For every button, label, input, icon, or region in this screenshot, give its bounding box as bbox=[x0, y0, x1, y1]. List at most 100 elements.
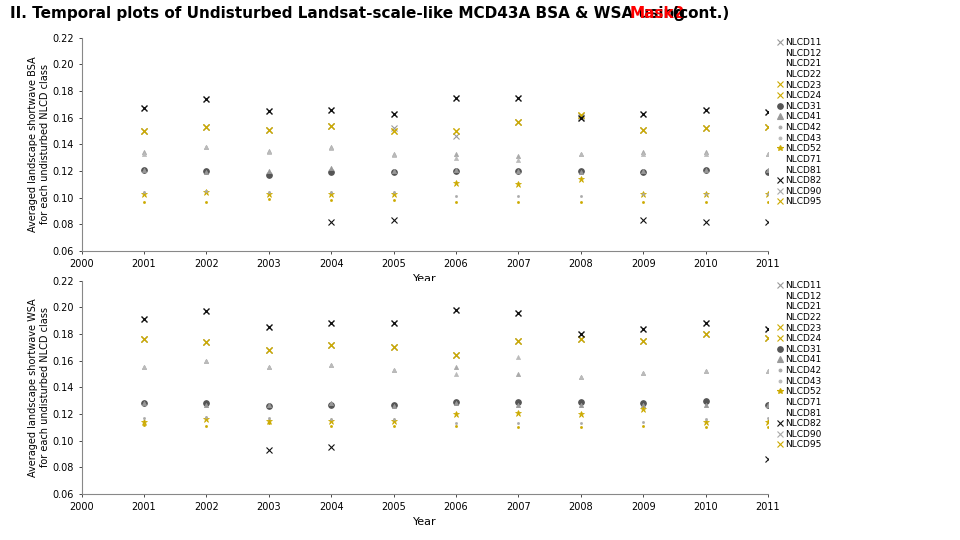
NLCD43 bbox=[575, 374, 587, 380]
X-axis label: Year: Year bbox=[413, 517, 437, 527]
NLCD43 bbox=[138, 364, 150, 370]
NLCD43 bbox=[325, 362, 337, 368]
NLCD11 bbox=[325, 123, 337, 129]
NLCD23 bbox=[450, 128, 462, 134]
NLCD24 bbox=[700, 125, 711, 132]
NLCD23 bbox=[637, 126, 649, 133]
NLCD41 bbox=[575, 169, 587, 176]
Line: NLCD95: NLCD95 bbox=[142, 421, 770, 429]
NLCD42 bbox=[388, 367, 399, 373]
NLCD95 bbox=[700, 199, 711, 205]
NLCD31 bbox=[388, 169, 399, 176]
NLCD52 bbox=[388, 417, 399, 424]
NLCD31 bbox=[513, 399, 524, 406]
NLCD95 bbox=[201, 423, 212, 429]
NLCD41 bbox=[388, 168, 399, 174]
Line: NLCD95: NLCD95 bbox=[142, 197, 770, 204]
NLCD90 bbox=[700, 416, 711, 423]
NLCD42 bbox=[450, 364, 462, 370]
NLCD81 bbox=[513, 94, 524, 101]
NLCD42 bbox=[325, 362, 337, 368]
Line: NLCD90: NLCD90 bbox=[142, 415, 770, 426]
NLCD11 bbox=[762, 124, 774, 130]
NLCD90 bbox=[575, 420, 587, 427]
NLCD23 bbox=[325, 123, 337, 129]
NLCD41 bbox=[450, 400, 462, 407]
Y-axis label: Averaged landscape shortwave WSA
for each undisturbed NLCD class: Averaged landscape shortwave WSA for eac… bbox=[28, 298, 50, 477]
NLCD31 bbox=[762, 402, 774, 408]
NLCD82 bbox=[388, 217, 399, 224]
NLCD31 bbox=[263, 172, 275, 178]
NLCD81 bbox=[388, 320, 399, 327]
NLCD52 bbox=[201, 189, 212, 195]
NLCD42 bbox=[513, 371, 524, 377]
NLCD95 bbox=[325, 197, 337, 204]
NLCD11 bbox=[637, 338, 649, 344]
NLCD24 bbox=[762, 124, 774, 130]
NLCD43 bbox=[637, 369, 649, 376]
NLCD31 bbox=[575, 168, 587, 174]
Line: NLCD82: NLCD82 bbox=[266, 444, 771, 462]
NLCD42 bbox=[201, 144, 212, 150]
NLCD31 bbox=[201, 168, 212, 174]
NLCD52 bbox=[325, 417, 337, 424]
NLCD81 bbox=[762, 109, 774, 116]
Line: NLCD23: NLCD23 bbox=[141, 332, 771, 358]
NLCD41 bbox=[263, 402, 275, 408]
NLCD90 bbox=[138, 415, 150, 421]
NLCD23 bbox=[263, 126, 275, 133]
NLCD11 bbox=[762, 335, 774, 341]
NLCD24 bbox=[388, 128, 399, 134]
NLCD43 bbox=[450, 371, 462, 377]
NLCD23 bbox=[575, 112, 587, 118]
Text: II. Temporal plots of Undisturbed Landsat-scale-like MCD43A BSA & WSA using: II. Temporal plots of Undisturbed Landsa… bbox=[10, 6, 690, 21]
NLCD95 bbox=[450, 199, 462, 205]
NLCD11 bbox=[700, 125, 711, 132]
NLCD90 bbox=[762, 415, 774, 421]
Line: NLCD23: NLCD23 bbox=[141, 112, 771, 134]
NLCD90 bbox=[138, 189, 150, 195]
NLCD41 bbox=[762, 166, 774, 173]
NLCD42 bbox=[762, 151, 774, 157]
NLCD11 bbox=[388, 125, 399, 132]
Line: NLCD52: NLCD52 bbox=[140, 406, 772, 426]
NLCD42 bbox=[637, 369, 649, 376]
NLCD90 bbox=[263, 189, 275, 195]
NLCD95 bbox=[637, 199, 649, 205]
NLCD11 bbox=[263, 126, 275, 133]
NLCD43 bbox=[637, 151, 649, 157]
NLCD23 bbox=[700, 331, 711, 338]
NLCD11 bbox=[388, 344, 399, 350]
NLCD43 bbox=[263, 364, 275, 370]
NLCD43 bbox=[450, 154, 462, 161]
NLCD11 bbox=[513, 119, 524, 125]
NLCD42 bbox=[700, 149, 711, 156]
NLCD95 bbox=[138, 422, 150, 428]
Line: NLCD24: NLCD24 bbox=[141, 332, 771, 358]
NLCD11 bbox=[201, 124, 212, 130]
NLCD41 bbox=[263, 168, 275, 174]
NLCD31 bbox=[762, 169, 774, 176]
NLCD81 bbox=[388, 111, 399, 117]
NLCD81 bbox=[201, 96, 212, 103]
NLCD41 bbox=[325, 165, 337, 172]
Line: NLCD52: NLCD52 bbox=[140, 176, 772, 197]
NLCD95 bbox=[575, 199, 587, 205]
NLCD95 bbox=[263, 196, 275, 202]
NLCD95 bbox=[513, 199, 524, 205]
NLCD42 bbox=[575, 374, 587, 380]
Line: NLCD42: NLCD42 bbox=[142, 359, 770, 379]
NLCD41 bbox=[762, 402, 774, 408]
NLCD90 bbox=[637, 191, 649, 197]
NLCD11 bbox=[325, 341, 337, 348]
NLCD23 bbox=[762, 335, 774, 341]
NLCD95 bbox=[513, 424, 524, 431]
Text: Mask2: Mask2 bbox=[630, 6, 685, 21]
Line: NLCD81: NLCD81 bbox=[140, 307, 772, 338]
NLCD23 bbox=[263, 347, 275, 353]
NLCD11 bbox=[513, 338, 524, 344]
Legend: NLCD11, NLCD12, NLCD21, NLCD22, NLCD23, NLCD24, NLCD31, NLCD41, NLCD42, NLCD43, : NLCD11, NLCD12, NLCD21, NLCD22, NLCD23, … bbox=[776, 38, 822, 206]
NLCD43 bbox=[388, 152, 399, 158]
NLCD24 bbox=[637, 126, 649, 133]
NLCD95 bbox=[263, 420, 275, 427]
